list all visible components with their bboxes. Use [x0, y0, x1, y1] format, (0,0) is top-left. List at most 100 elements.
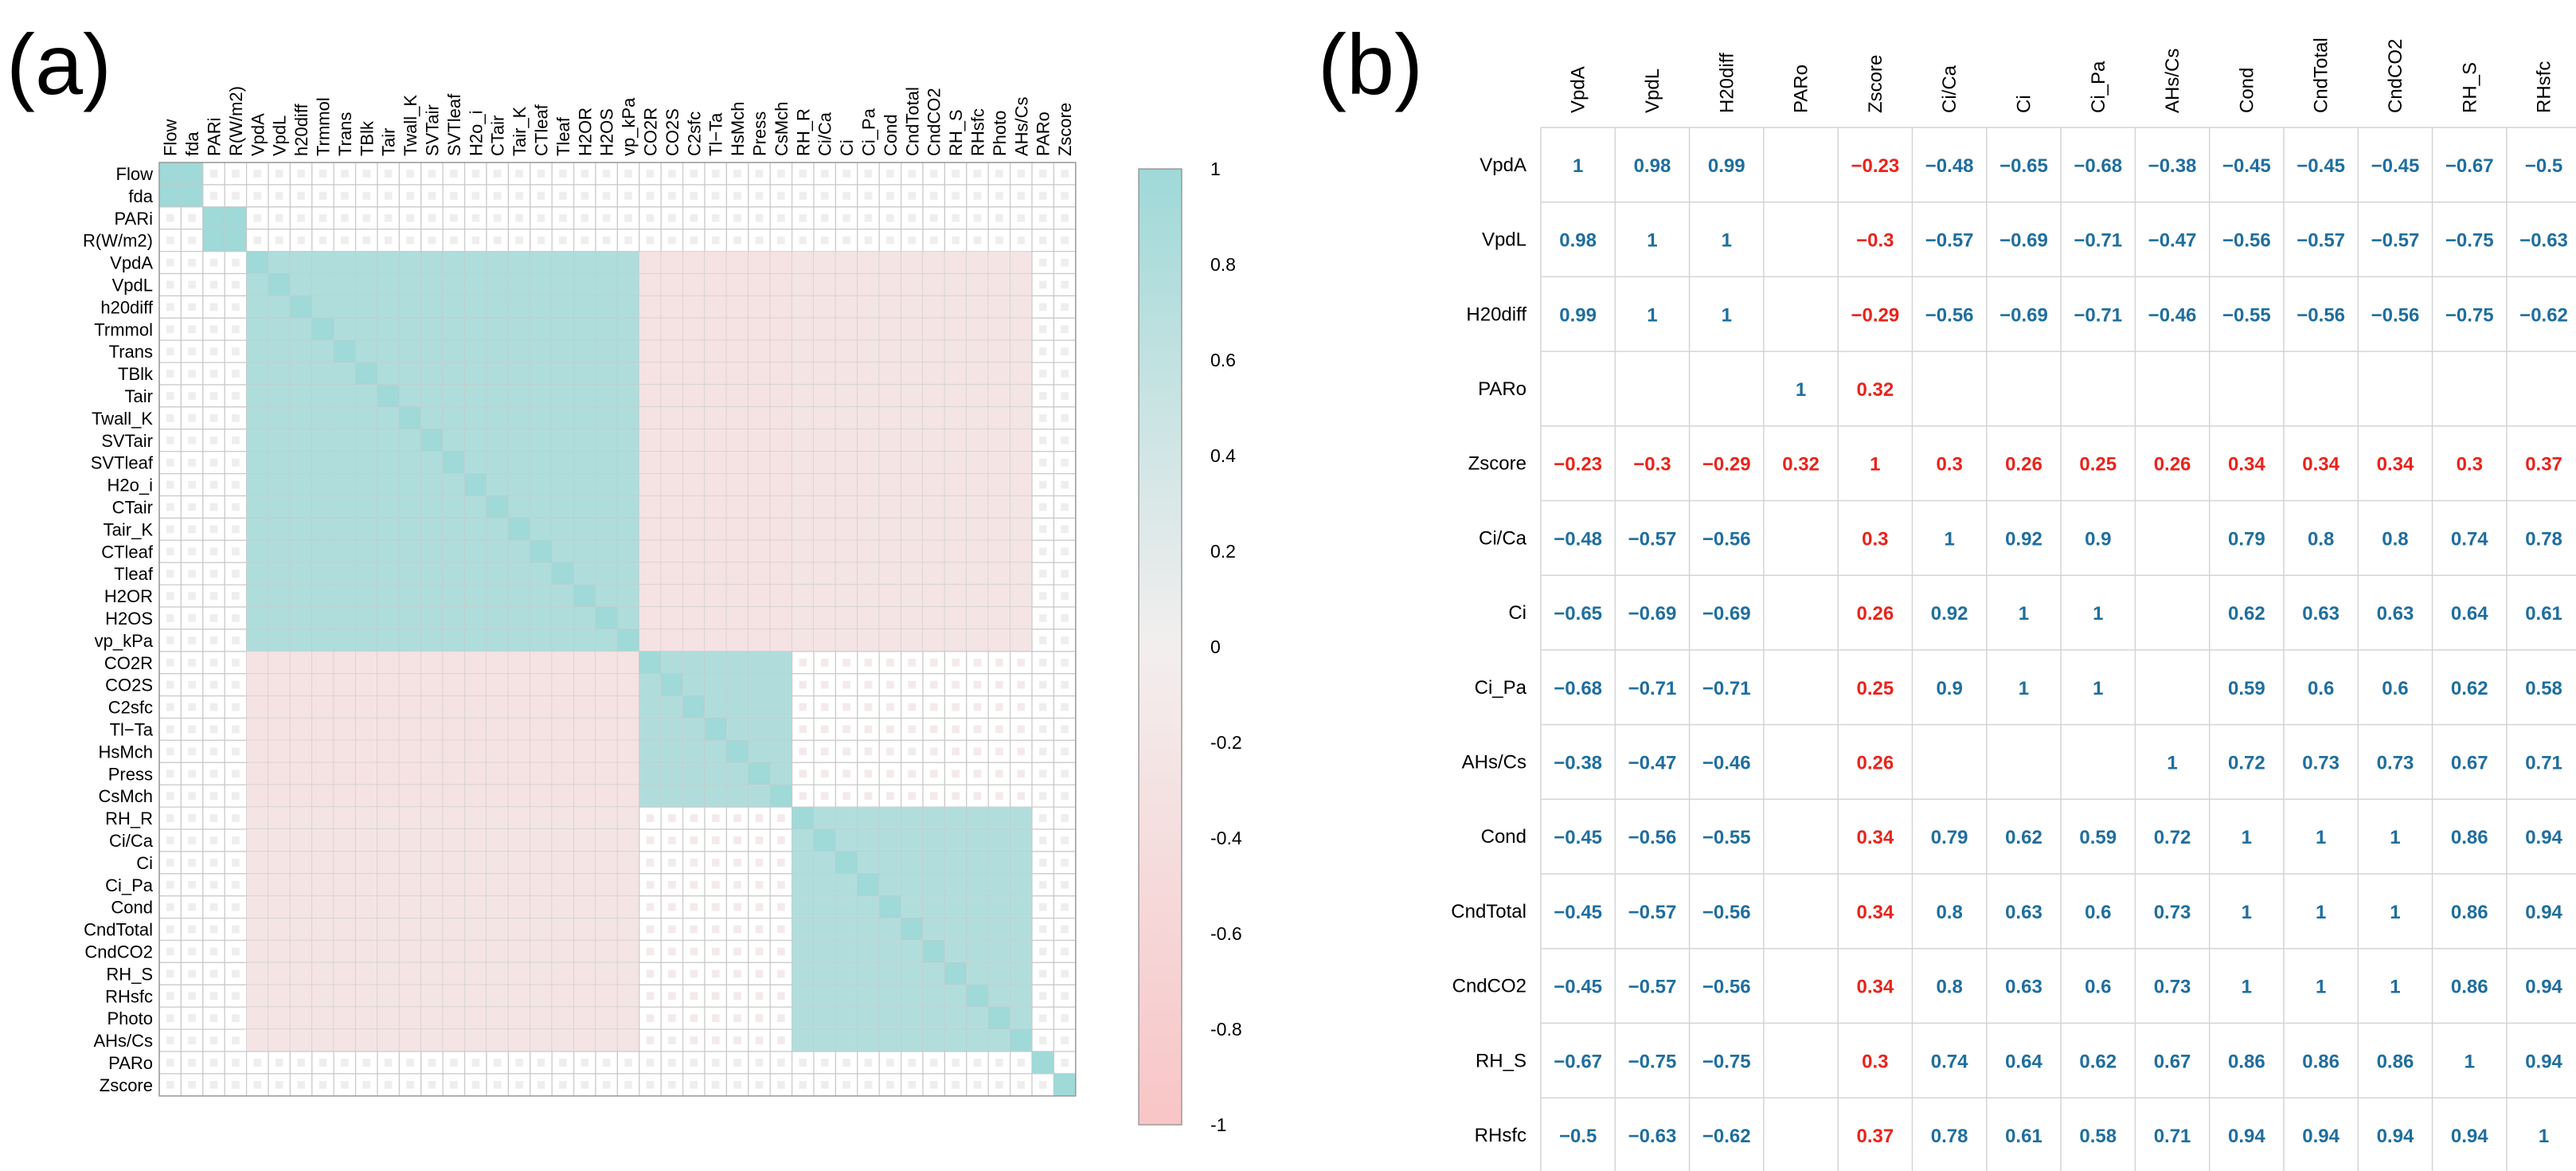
heatmap-cell — [355, 385, 377, 407]
heatmap-cell — [1061, 814, 1069, 822]
table-value: 0.34 — [2377, 454, 2414, 476]
heatmap-cell — [814, 340, 836, 363]
heatmap-cell — [705, 518, 727, 541]
heatmap-cell — [290, 362, 312, 385]
heatmap-cell — [428, 213, 436, 222]
table-value: 1 — [2316, 977, 2326, 998]
heatmap-cell — [944, 385, 967, 407]
heatmap-cell — [617, 251, 639, 274]
heatmap-cell — [799, 236, 807, 245]
heatmap-column-label: RH_S — [946, 109, 966, 156]
heatmap-cell — [246, 607, 268, 629]
heatmap-cell — [573, 695, 596, 719]
heatmap-cell — [552, 695, 574, 719]
heatmap-cell — [901, 518, 923, 541]
heatmap-cell — [1038, 992, 1047, 1001]
heatmap-cell — [334, 562, 356, 586]
heatmap-cell — [944, 1007, 967, 1030]
heatmap-cell — [835, 895, 858, 918]
heatmap-cell — [311, 629, 334, 652]
heatmap-cell — [530, 718, 553, 741]
heatmap-cell — [377, 829, 400, 852]
heatmap-cell — [443, 807, 465, 829]
heatmap-cell — [705, 406, 727, 429]
heatmap-cell — [1038, 792, 1047, 801]
heatmap-cell — [777, 191, 785, 200]
heatmap-cell — [246, 651, 268, 674]
table-value: 0.8 — [1936, 977, 1962, 998]
heatmap-cell — [246, 318, 268, 341]
heatmap-row-label: RH_S — [106, 964, 153, 984]
heatmap-cell — [966, 429, 989, 452]
colorbar-scale — [1138, 168, 1182, 1126]
heatmap-cell — [646, 213, 655, 222]
heatmap-cell — [268, 562, 291, 586]
heatmap-cell — [355, 362, 377, 385]
heatmap-cell — [944, 495, 967, 519]
table-value: 0.34 — [1856, 977, 1894, 998]
heatmap-cell — [966, 296, 989, 319]
heatmap-cell — [334, 1029, 356, 1052]
heatmap-cell — [596, 562, 618, 586]
heatmap-cell — [988, 340, 1010, 363]
heatmap-cell — [923, 340, 945, 363]
heatmap-cell — [1017, 680, 1026, 689]
heatmap-cell — [232, 836, 240, 844]
heatmap-cell — [748, 651, 771, 674]
heatmap-cell — [209, 436, 218, 445]
heatmap-cell — [508, 651, 530, 674]
heatmap-cell — [1038, 413, 1047, 422]
heatmap-cell — [886, 680, 894, 689]
heatmap-row-label: vp_kPa — [95, 631, 154, 651]
heatmap-cell — [188, 858, 196, 867]
heatmap-cell — [1061, 925, 1069, 934]
heatmap-cell — [573, 429, 596, 452]
heatmap-cell — [814, 429, 836, 452]
heatmap-cell — [508, 695, 530, 719]
heatmap-cell — [355, 895, 377, 918]
heatmap-cell — [209, 770, 218, 778]
heatmap-cell — [166, 570, 174, 578]
heatmap-cell — [901, 807, 923, 829]
heatmap-cell — [777, 836, 785, 844]
table-value: 0.86 — [2451, 827, 2488, 848]
heatmap-cell — [726, 251, 749, 274]
heatmap-cell — [995, 658, 1003, 667]
heatmap-cell — [450, 170, 458, 178]
heatmap-cell — [209, 458, 218, 467]
heatmap-cell — [253, 170, 262, 178]
heatmap-cell — [777, 858, 785, 867]
heatmap-cell — [552, 540, 574, 563]
heatmap-cell — [420, 785, 444, 808]
heatmap-cell — [1061, 370, 1069, 378]
heatmap-cell — [814, 1029, 836, 1052]
table-value: 0.73 — [2154, 977, 2191, 998]
heatmap-cell — [319, 170, 327, 178]
heatmap-cell — [377, 918, 400, 941]
heatmap-cell — [705, 651, 727, 674]
heatmap-cell — [188, 947, 196, 956]
heatmap-cell — [748, 362, 771, 385]
heatmap-cell — [908, 703, 917, 711]
heatmap-cell — [624, 213, 632, 222]
heatmap-row-label: Tl−Ta — [110, 719, 154, 739]
heatmap-cell — [966, 918, 989, 941]
heatmap-cell — [726, 762, 749, 785]
heatmap-cell — [995, 1059, 1003, 1067]
heatmap-column-label: Ci — [837, 139, 857, 156]
heatmap-cell — [814, 273, 836, 296]
heatmap-cell — [202, 229, 225, 252]
heatmap-cell — [1061, 836, 1069, 844]
heatmap-cell — [639, 406, 662, 429]
heatmap-cell — [668, 1059, 676, 1067]
heatmap-cell — [792, 406, 814, 429]
heatmap-cell — [311, 562, 334, 586]
heatmap-cell — [857, 918, 880, 941]
heatmap-row-label: CTleaf — [101, 542, 154, 562]
heatmap-cell — [1061, 658, 1069, 667]
heatmap-cell — [777, 925, 785, 934]
heatmap-cell — [246, 1029, 268, 1052]
heatmap-cell — [377, 740, 400, 763]
heatmap-cell — [232, 658, 240, 667]
heatmap-cell — [1038, 191, 1047, 200]
